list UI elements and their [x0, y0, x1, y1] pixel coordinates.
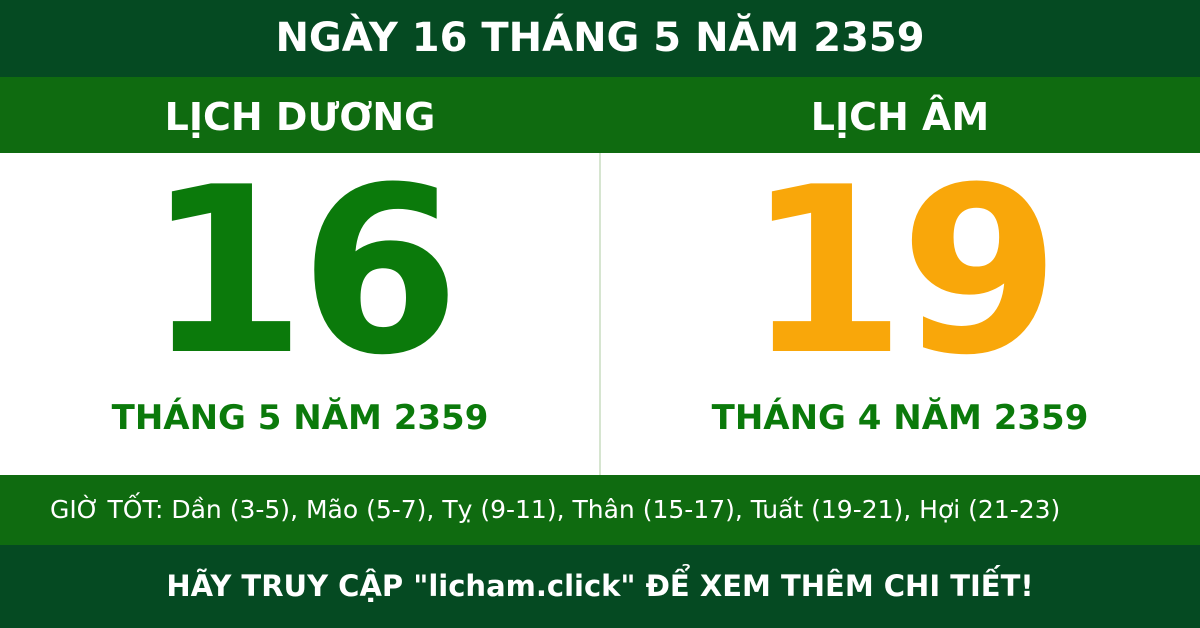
- solar-day: 16: [145, 139, 460, 406]
- title: NGÀY 16 THÁNG 5 NĂM 2359: [0, 0, 1200, 77]
- dates: 16 19 THÁNG 5 NĂM 2359 THÁNG 4 NĂM 2359: [0, 153, 1200, 475]
- headers: LỊCH DƯƠNG LỊCH ÂM: [0, 77, 1200, 153]
- solar-month-year: THÁNG 5 NĂM 2359: [111, 398, 489, 438]
- divider: [599, 153, 601, 475]
- lunar-header: LỊCH ÂM: [810, 95, 990, 139]
- lunar-day: 19: [745, 139, 1060, 406]
- lunar-month-year: THÁNG 4 NĂM 2359: [711, 398, 1089, 438]
- footer: HÃY TRUY CẬP "licham.click" ĐỂ XEM THÊM …: [0, 545, 1200, 628]
- solar-header: LỊCH DƯƠNG: [164, 95, 436, 139]
- good-hours: GIỜ TỐT: Dần (3-5), Mão (5-7), Tỵ (9-11)…: [0, 475, 1200, 545]
